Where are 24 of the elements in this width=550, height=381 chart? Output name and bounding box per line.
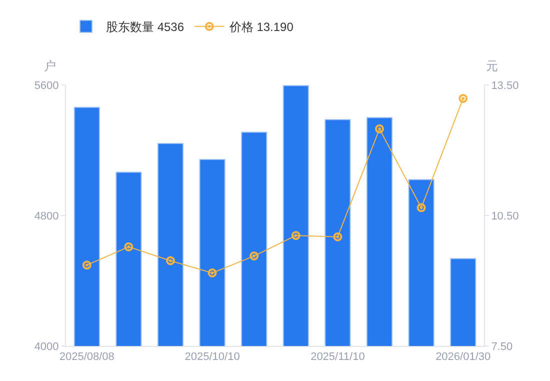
point bbox=[82, 260, 92, 270]
point bbox=[458, 94, 468, 103]
x-tick-label: 2025/08/08 bbox=[59, 351, 114, 364]
y-tick-label: 4800 bbox=[34, 210, 59, 222]
point bbox=[250, 251, 259, 260]
x-tick-label: 2025/10/10 bbox=[184, 351, 240, 364]
point bbox=[208, 268, 217, 278]
x-tick-label: 2026/01/30 bbox=[436, 351, 491, 364]
point bbox=[375, 124, 384, 134]
y2-tick-label: 10.50 bbox=[491, 210, 519, 222]
point bbox=[291, 231, 300, 240]
point bbox=[124, 242, 134, 252]
y2-axis-title: 元 bbox=[486, 59, 498, 73]
point bbox=[333, 232, 342, 242]
point bbox=[166, 256, 175, 266]
y2-tick-label: 7.50 bbox=[491, 340, 513, 353]
y-axis-title: 户 bbox=[44, 59, 56, 73]
y-tick-label: 5600 bbox=[34, 80, 59, 92]
legend-label: 股东数量 4536 bbox=[106, 20, 184, 34]
y-tick-label: 4000 bbox=[34, 340, 59, 353]
x-tick-label: 2025/11/10 bbox=[310, 351, 365, 364]
point bbox=[416, 203, 426, 212]
legend-label: 价格 13.190 bbox=[228, 20, 294, 34]
y2-tick-label: 13.50 bbox=[491, 80, 519, 92]
